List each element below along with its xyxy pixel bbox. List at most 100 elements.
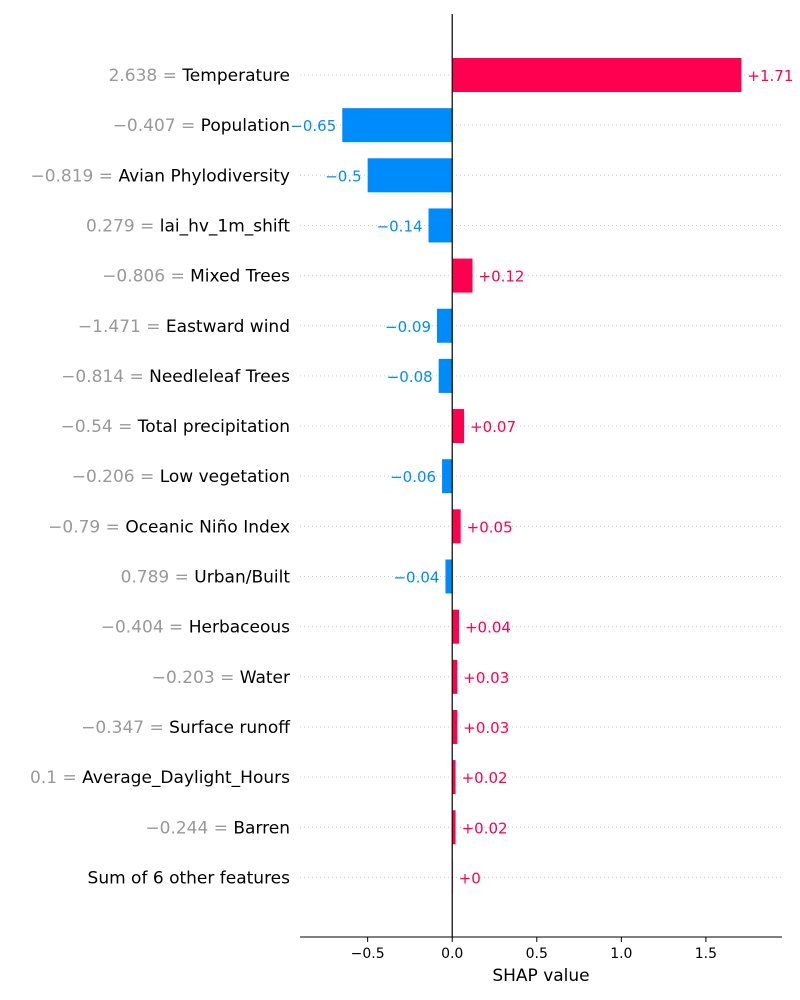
feature-name: Urban/Built xyxy=(194,568,290,588)
equals-sign: = xyxy=(144,718,169,738)
feature-value: −0.814 xyxy=(61,367,124,387)
feature-value: 0.279 xyxy=(86,216,135,236)
equals-sign: = xyxy=(100,517,125,537)
bar xyxy=(452,409,465,444)
feature-value: 2.638 xyxy=(109,66,158,86)
x-tick-label: 0.0 xyxy=(441,946,463,962)
feature-label: −0.54 = Total precipitation xyxy=(61,417,290,437)
feature-name: Mixed Trees xyxy=(190,267,290,287)
feature-label: −0.244 = Barren xyxy=(145,818,290,838)
bar xyxy=(436,308,453,343)
feature-label: −0.347 = Surface runoff xyxy=(81,718,291,738)
value-label: −0.09 xyxy=(385,318,431,336)
value-label: +0.04 xyxy=(465,619,511,637)
feature-value: 0.1 xyxy=(30,768,57,788)
feature-label: −0.407 = Population xyxy=(113,116,290,136)
feature-name: Barren xyxy=(233,818,290,838)
value-label: −0.5 xyxy=(325,167,361,185)
value-label: +1.71 xyxy=(747,67,793,85)
bar xyxy=(428,208,453,243)
feature-name: Herbaceous xyxy=(189,618,290,638)
feature-name: Low vegetation xyxy=(160,467,290,487)
feature-value: −0.347 xyxy=(81,718,144,738)
feature-value: −0.54 xyxy=(61,417,113,437)
bar xyxy=(452,609,459,644)
equals-sign: = xyxy=(135,216,160,236)
bar xyxy=(452,509,461,544)
value-label: −0.06 xyxy=(390,468,436,486)
value-labels: +1.71 −0.65 −0.5 −0.14 +0.12 −0.09 −0.08 +0.07 −… xyxy=(290,67,793,887)
feature-label: 2.638 = Temperature xyxy=(109,66,290,86)
value-label: −0.65 xyxy=(290,117,336,135)
value-label: +0.03 xyxy=(463,719,509,737)
feature-label: 0.789 = Urban/Built xyxy=(121,568,291,588)
feature-name: Eastward wind xyxy=(166,317,290,337)
feature-label: 0.279 = lai_hv_1m_shift xyxy=(86,216,290,236)
feature-name: Sum of 6 other features xyxy=(88,868,291,888)
feature-name: Needleleaf Trees xyxy=(149,367,290,387)
x-tick-label: 0.5 xyxy=(526,946,548,962)
feature-value: 0.789 xyxy=(121,568,170,588)
equals-sign: = xyxy=(176,116,201,136)
equals-sign: = xyxy=(113,417,138,437)
equals-sign: = xyxy=(57,768,82,788)
feature-value: −0.79 xyxy=(48,517,100,537)
value-label: +0.03 xyxy=(463,669,509,687)
feature-label: Sum of 6 other features xyxy=(88,868,291,888)
value-label: +0.05 xyxy=(467,518,513,536)
feature-name: Water xyxy=(240,668,290,688)
equals-sign: = xyxy=(141,317,166,337)
equals-sign: = xyxy=(124,367,149,387)
bar xyxy=(438,358,453,393)
bar xyxy=(452,258,473,293)
feature-value: −0.244 xyxy=(145,818,208,838)
feature-label: −0.203 = Water xyxy=(152,668,290,688)
feature-name: Oceanic Niño Index xyxy=(125,517,290,537)
equals-sign: = xyxy=(165,267,190,287)
equals-sign: = xyxy=(135,467,160,487)
bar xyxy=(452,810,456,845)
feature-label: −0.206 = Low vegetation xyxy=(72,467,290,487)
feature-value: −0.819 xyxy=(30,166,93,186)
equals-sign: = xyxy=(93,166,118,186)
equals-sign: = xyxy=(208,818,233,838)
value-label: +0.12 xyxy=(479,268,525,286)
feature-name: lai_hv_1m_shift xyxy=(160,216,291,236)
feature-name: Total precipitation xyxy=(137,417,290,437)
value-label: −0.14 xyxy=(377,217,423,235)
equals-sign: = xyxy=(169,568,194,588)
value-label: +0 xyxy=(459,869,481,887)
feature-label: 0.1 = Average_Daylight_Hours xyxy=(30,768,290,788)
x-tick-label: 1.0 xyxy=(610,946,632,962)
value-label: +0.07 xyxy=(470,418,516,436)
bars xyxy=(342,58,742,895)
bar xyxy=(342,108,453,143)
x-tick-label: −0.5 xyxy=(351,946,385,962)
value-label: +0.02 xyxy=(462,819,508,837)
equals-sign: = xyxy=(157,66,182,86)
feature-value: −0.806 xyxy=(102,267,165,287)
feature-value: −0.206 xyxy=(72,467,135,487)
feature-value: −1.471 xyxy=(78,317,141,337)
value-label: +0.02 xyxy=(462,769,508,787)
bar xyxy=(442,459,453,494)
feature-value: −0.407 xyxy=(113,116,176,136)
bar xyxy=(452,760,456,795)
grid-lines xyxy=(300,74,782,878)
value-label: −0.08 xyxy=(387,368,433,386)
feature-name: Temperature xyxy=(181,66,290,86)
feature-label: −0.404 = Herbaceous xyxy=(101,618,290,638)
bar xyxy=(452,659,458,694)
value-label: −0.04 xyxy=(393,569,439,587)
bar xyxy=(367,158,453,193)
equals-sign: = xyxy=(215,668,240,688)
feature-name: Average_Daylight_Hours xyxy=(82,768,290,788)
x-axis-title: SHAP value xyxy=(492,966,589,986)
bar xyxy=(452,709,458,744)
bar xyxy=(452,58,742,92)
feature-name: Avian Phylodiversity xyxy=(118,166,290,186)
feature-label: −1.471 = Eastward wind xyxy=(78,317,290,337)
feature-value: −0.404 xyxy=(101,618,164,638)
feature-name: Population xyxy=(201,116,290,136)
